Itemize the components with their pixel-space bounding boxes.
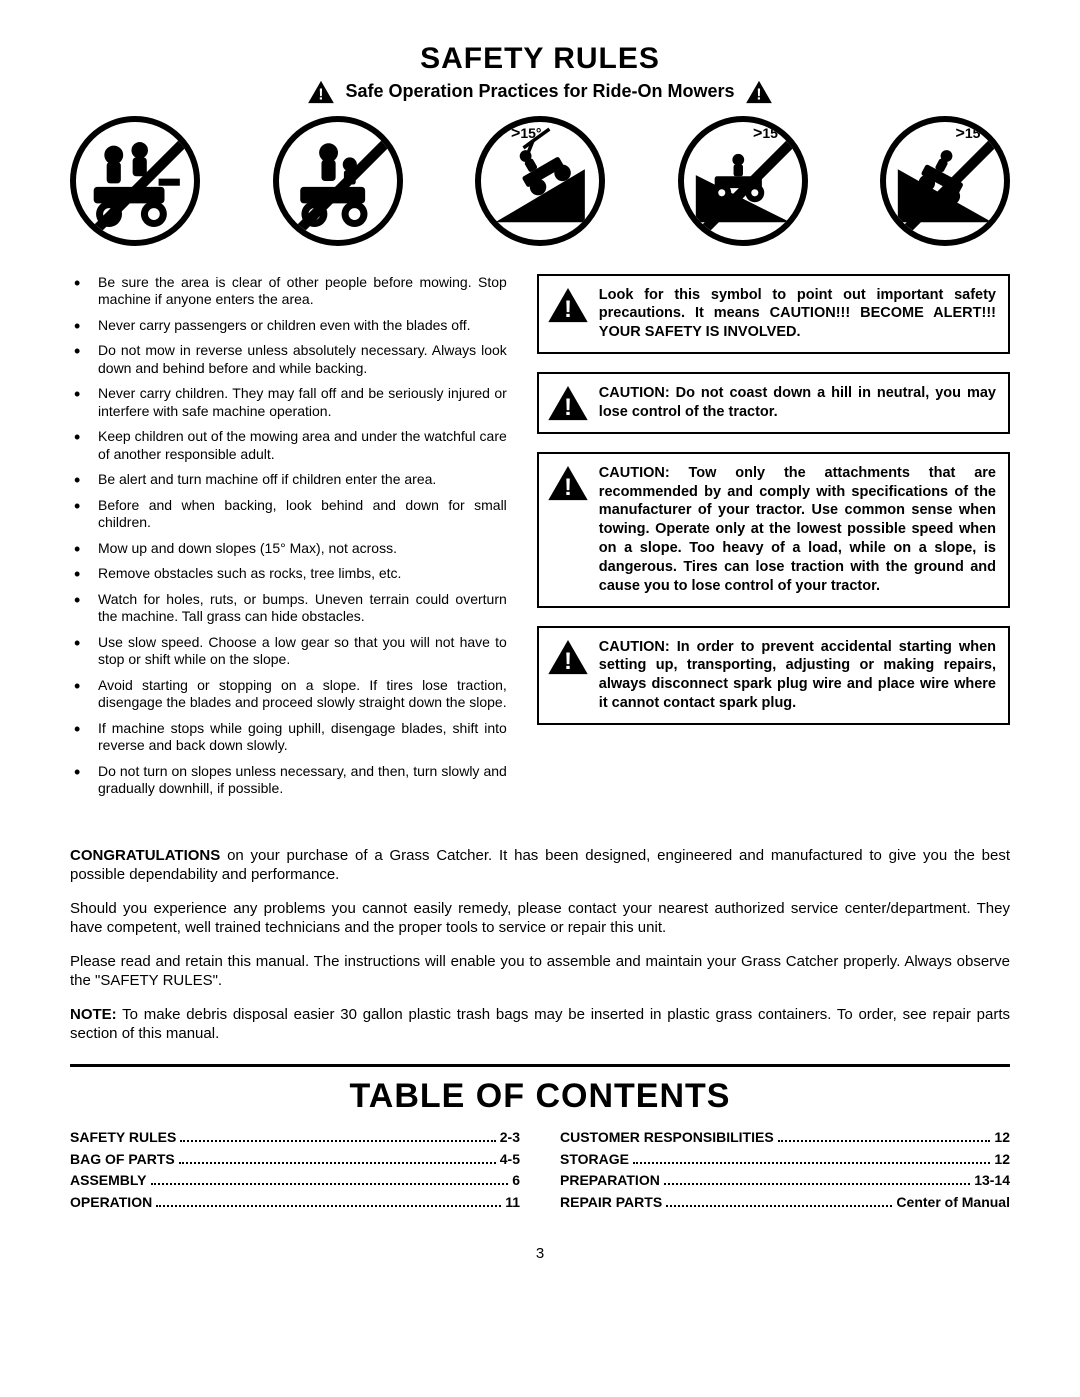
subtitle-text: Safe Operation Practices for Ride-On Mow…: [345, 80, 734, 103]
caution-text: CAUTION: Tow only the attachments that a…: [599, 465, 996, 594]
warning-icon: !: [547, 286, 589, 324]
congrats-p1: CONGRATULATIONS on your purchase of a Gr…: [70, 846, 1010, 885]
svg-text:!: !: [564, 395, 572, 421]
toc-dots: [778, 1140, 991, 1142]
warning-icon: !: [547, 638, 589, 676]
warning-icon: !: [745, 80, 773, 104]
toc-right-col: CUSTOMER RESPONSIBILITIES 12 STORAGE 12 PREP…: [560, 1129, 1010, 1215]
svg-text:!: !: [564, 475, 572, 501]
toc-label: STORAGE: [560, 1151, 629, 1169]
caution-text: Look for this symbol to point out import…: [599, 287, 996, 341]
bullet-item: Avoid starting or stopping on a slope. I…: [70, 677, 507, 712]
toc-page: Center of Manual: [896, 1194, 1010, 1212]
svg-text:!: !: [564, 296, 572, 322]
toc-label: BAG OF PARTS: [70, 1151, 175, 1169]
svg-text:!: !: [564, 648, 572, 674]
safety-pictogram-icon: >15°: [678, 116, 808, 246]
page-title: SAFETY RULES: [70, 40, 1010, 78]
bullet-column: Be sure the area is clear of other peopl…: [70, 274, 507, 806]
toc-label: OPERATION: [70, 1194, 152, 1212]
angle-label: >15°: [511, 124, 542, 144]
toc-dots: [633, 1162, 990, 1164]
caution-box: ! CAUTION: Tow only the attachments that …: [537, 452, 1010, 608]
safety-pictogram-icon: [273, 116, 403, 246]
toc-dots: [666, 1205, 892, 1207]
toc-entry: SAFETY RULES 2-3: [70, 1129, 520, 1147]
safety-pictogram-icon: >15°: [475, 116, 605, 246]
page-number: 3: [70, 1245, 1010, 1264]
bullet-item: Remove obstacles such as rocks, tree lim…: [70, 565, 507, 583]
toc-dots: [664, 1183, 970, 1185]
caution-column: ! Look for this symbol to point out impor…: [537, 274, 1010, 806]
svg-text:!: !: [319, 86, 324, 103]
caution-box: ! Look for this symbol to point out impor…: [537, 274, 1010, 355]
toc-entry: PREPARATION 13-14: [560, 1172, 1010, 1190]
bullet-item: Never carry passengers or children even …: [70, 317, 507, 335]
warning-icon: !: [547, 464, 589, 502]
bullet-item: Keep children out of the mowing area and…: [70, 428, 507, 463]
bullet-item: Be sure the area is clear of other peopl…: [70, 274, 507, 309]
toc-page: 12: [994, 1151, 1010, 1169]
safety-pictogram-icon: [70, 116, 200, 246]
angle-label: >15°: [753, 124, 784, 144]
bullet-item: Be alert and turn machine off if childre…: [70, 471, 507, 489]
toc-page: 2-3: [500, 1129, 520, 1147]
caution-text: CAUTION: In order to prevent accidental …: [599, 639, 996, 712]
toc-columns: SAFETY RULES 2-3 BAG OF PARTS 4-5 ASSEMBLY 6 O…: [70, 1129, 1010, 1215]
bullet-item: Use slow speed. Choose a low gear so tha…: [70, 634, 507, 669]
congrats-bold: CONGRATULATIONS: [70, 847, 220, 864]
toc-label: REPAIR PARTS: [560, 1194, 662, 1212]
caution-box: ! CAUTION: In order to prevent accidental…: [537, 626, 1010, 725]
congrats-note: NOTE: To make debris disposal easier 30 …: [70, 1005, 1010, 1044]
congrats-p2: Should you experience any problems you c…: [70, 899, 1010, 938]
toc-page: 11: [505, 1194, 520, 1212]
caution-box: ! CAUTION: Do not coast down a hill in ne…: [537, 372, 1010, 434]
bullet-item: Before and when backing, look behind and…: [70, 497, 507, 532]
warning-icon: !: [547, 384, 589, 422]
bullet-item: Do not mow in reverse unless absolutely …: [70, 342, 507, 377]
toc-label: ASSEMBLY: [70, 1172, 147, 1190]
toc-page: 13-14: [974, 1172, 1010, 1190]
toc-dots: [180, 1140, 495, 1142]
congrats-section: CONGRATULATIONS on your purchase of a Gr…: [70, 846, 1010, 1044]
bullet-item: Mow up and down slopes (15° Max), not ac…: [70, 540, 507, 558]
toc-dots: [179, 1162, 496, 1164]
toc-entry: ASSEMBLY 6: [70, 1172, 520, 1190]
congrats-p3: Please read and retain this manual. The …: [70, 952, 1010, 991]
toc-label: CUSTOMER RESPONSIBILITIES: [560, 1129, 774, 1147]
toc-label: PREPARATION: [560, 1172, 660, 1190]
toc-entry: BAG OF PARTS 4-5: [70, 1151, 520, 1169]
angle-label: >15°: [955, 124, 986, 144]
note-rest: To make debris disposal easier 30 gallon…: [70, 1006, 1010, 1043]
toc-dots: [151, 1183, 509, 1185]
content-columns: Be sure the area is clear of other peopl…: [70, 274, 1010, 806]
toc-page: 4-5: [500, 1151, 520, 1169]
bullet-item: If machine stops while going uphill, dis…: [70, 720, 507, 755]
safety-icon-row: >15° >15° >15°: [70, 116, 1010, 246]
bullet-item: Do not turn on slopes unless necessary, …: [70, 763, 507, 798]
toc-entry: OPERATION 11: [70, 1194, 520, 1212]
toc-label: SAFETY RULES: [70, 1129, 176, 1147]
toc-left-col: SAFETY RULES 2-3 BAG OF PARTS 4-5 ASSEMBLY 6 O…: [70, 1129, 520, 1215]
divider: [70, 1064, 1010, 1067]
warning-icon: !: [307, 80, 335, 104]
toc-entry: CUSTOMER RESPONSIBILITIES 12: [560, 1129, 1010, 1147]
toc-entry: STORAGE 12: [560, 1151, 1010, 1169]
caution-text: CAUTION: Do not coast down a hill in neu…: [599, 385, 996, 420]
subtitle-row: ! Safe Operation Practices for Ride-On M…: [70, 80, 1010, 104]
toc-title: TABLE OF CONTENTS: [70, 1075, 1010, 1118]
bullet-item: Watch for holes, ruts, or bumps. Uneven …: [70, 591, 507, 626]
toc-page: 12: [994, 1129, 1010, 1147]
safety-pictogram-icon: >15°: [880, 116, 1010, 246]
toc-page: 6: [512, 1172, 520, 1190]
toc-dots: [156, 1205, 501, 1207]
note-bold: NOTE:: [70, 1006, 117, 1023]
bullet-item: Never carry children. They may fall off …: [70, 385, 507, 420]
svg-text:!: !: [756, 86, 761, 103]
bullet-list: Be sure the area is clear of other peopl…: [70, 274, 507, 798]
toc-entry: REPAIR PARTS Center of Manual: [560, 1194, 1010, 1212]
